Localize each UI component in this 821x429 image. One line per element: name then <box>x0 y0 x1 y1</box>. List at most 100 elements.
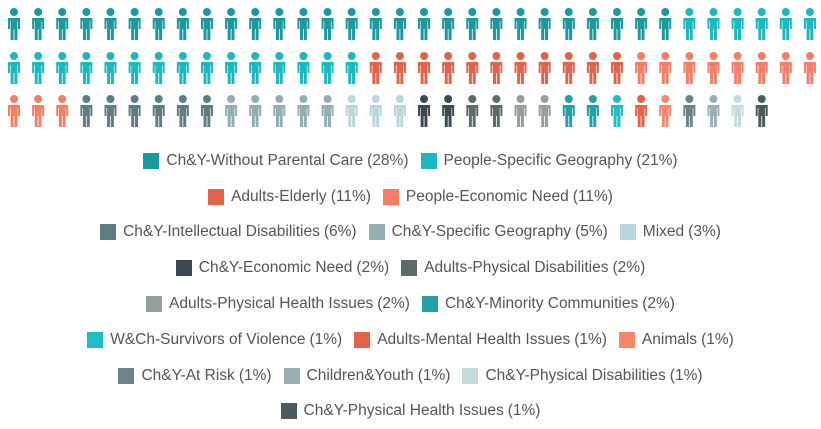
legend-swatch <box>382 188 399 205</box>
icon-head <box>709 95 718 103</box>
icon-head <box>178 95 187 103</box>
icon-body <box>225 18 238 40</box>
legend-value: (6%) <box>323 223 357 241</box>
icon-head <box>154 52 163 60</box>
icon-body <box>731 62 744 84</box>
legend-swatch <box>283 367 300 384</box>
icon-body <box>56 105 69 127</box>
icon-body <box>490 18 503 40</box>
icon-head <box>564 52 573 60</box>
person-icon <box>562 8 575 40</box>
icon-head <box>323 8 332 16</box>
icon-body <box>538 105 551 127</box>
icon-head <box>757 8 766 16</box>
person-icon <box>514 95 527 127</box>
person-icon <box>611 52 623 84</box>
icon-head <box>371 8 380 16</box>
icon-head <box>805 52 814 60</box>
icon-head <box>202 95 211 103</box>
icon-head <box>323 52 332 60</box>
icon-head <box>130 8 139 16</box>
person-icon <box>321 95 334 127</box>
legend-swatch <box>118 367 135 384</box>
icon-head <box>805 8 814 16</box>
legend-label: People-Specific Geography <box>443 151 633 169</box>
icon-body <box>586 62 599 84</box>
legend-item: Ch&Y-Without Parental Care (28%) <box>143 152 409 170</box>
icon-head <box>468 95 477 103</box>
person-icon <box>635 95 648 127</box>
icon-head <box>613 95 621 103</box>
icon-body <box>80 105 93 127</box>
person-icon <box>803 52 816 84</box>
icon-body <box>514 105 527 127</box>
legend-swatch <box>280 403 297 420</box>
legend-value: (2%) <box>356 259 390 277</box>
icon-head <box>733 52 742 60</box>
legend-value: (11%) <box>572 187 613 205</box>
person-icon <box>683 8 696 40</box>
icon-body <box>659 18 672 40</box>
icon-body <box>249 62 262 84</box>
icon-body <box>466 105 479 127</box>
icon-body <box>562 105 575 127</box>
legend-label: W&Ch-Survivors of Violence <box>110 330 306 348</box>
person-icon <box>442 52 455 84</box>
legend-item: Adults-Physical Disabilities (2%) <box>401 259 645 277</box>
icon-body <box>562 62 575 84</box>
person-icon <box>152 95 165 127</box>
legend-item: Animals (1%) <box>618 331 734 349</box>
icon-head <box>227 95 236 103</box>
person-icon <box>104 52 117 84</box>
person-icon <box>586 95 599 127</box>
icon-head <box>564 8 573 16</box>
person-icon <box>345 8 358 40</box>
icon-body <box>779 18 792 40</box>
person-icon <box>297 95 310 127</box>
legend-value: (2%) <box>642 295 675 313</box>
icon-body <box>56 18 69 40</box>
legend-item: Mixed (3%) <box>619 223 721 241</box>
icon-head <box>347 52 356 60</box>
legend-swatch <box>208 188 225 205</box>
icon-head <box>178 8 187 16</box>
person-icon <box>683 95 696 127</box>
icon-body <box>321 105 334 127</box>
person-icon <box>707 8 720 40</box>
person-icon <box>514 8 527 40</box>
person-icon <box>56 8 69 40</box>
icon-head <box>106 52 115 60</box>
legend-item: Ch&Y-Minority Communities (2%) <box>421 295 675 313</box>
icon-head <box>781 52 790 60</box>
person-icon <box>152 8 165 40</box>
legend-label: People-Economic Need <box>405 187 569 205</box>
icon-body <box>273 62 286 84</box>
icon-head <box>323 95 332 103</box>
icon-head <box>10 95 18 103</box>
icon-body <box>225 105 238 127</box>
person-icon <box>393 8 406 40</box>
icon-head <box>637 8 646 16</box>
icon-body <box>297 105 310 127</box>
legend-label: Ch&Y-At Risk <box>141 366 235 384</box>
legend-label: Adults-Elderly <box>231 187 327 205</box>
legend-item: People-Economic Need (11%) <box>382 187 613 206</box>
person-icon <box>273 52 286 84</box>
person-icon <box>176 52 189 84</box>
icon-head <box>275 8 284 16</box>
icon-head <box>588 8 597 16</box>
icon-body <box>273 105 286 127</box>
icon-body <box>803 18 816 40</box>
icon-head <box>444 52 453 60</box>
person-icon <box>562 52 575 84</box>
icon-body <box>442 18 455 40</box>
icon-body <box>273 18 286 40</box>
icon-head <box>444 95 453 103</box>
person-icon <box>755 52 768 84</box>
icon-body <box>755 62 768 84</box>
icon-body <box>32 105 45 127</box>
legend-swatch <box>354 331 371 348</box>
person-icon <box>345 52 358 84</box>
legend-item: Ch&Y-Intellectual Disabilities (6%) <box>100 223 357 241</box>
icon-body <box>659 105 672 127</box>
